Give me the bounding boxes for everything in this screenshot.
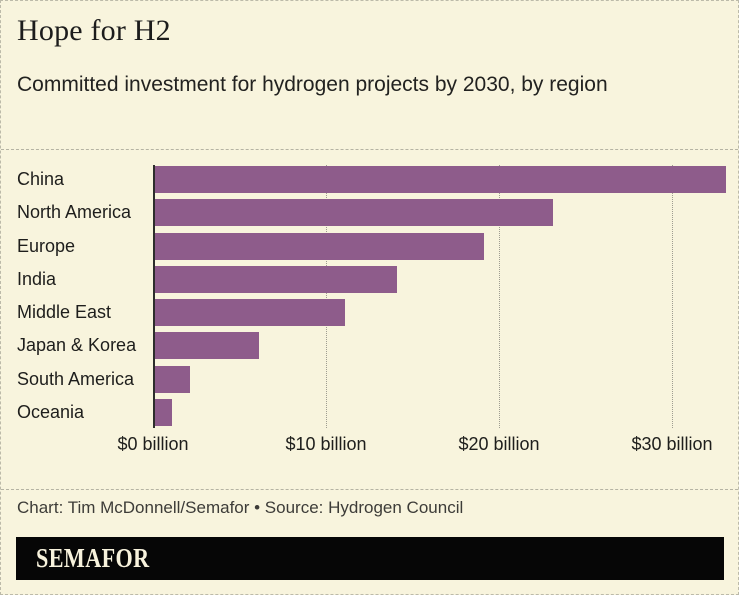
gridline bbox=[672, 165, 673, 428]
bar bbox=[155, 199, 553, 227]
category-label: Middle East bbox=[17, 302, 112, 323]
bar-track bbox=[153, 265, 726, 293]
bar bbox=[155, 232, 484, 260]
x-axis-label: $0 billion bbox=[117, 434, 189, 454]
gridline bbox=[326, 165, 327, 428]
x-axis-label: $30 billion bbox=[631, 434, 713, 454]
x-axis: $0 billion $10 billion $20 billion $30 bill… bbox=[1, 434, 738, 458]
category-label: North America bbox=[17, 202, 132, 223]
bar-row: Middle East bbox=[1, 299, 726, 327]
category-label: Europe bbox=[17, 235, 76, 256]
semafor-wordmark: SEMAFOR bbox=[36, 543, 150, 573]
category-label: China bbox=[17, 169, 65, 189]
bar-track bbox=[153, 332, 726, 360]
chart-subtitle: Committed investment for hydrogen projec… bbox=[17, 73, 608, 96]
x-axis-label: $20 billion bbox=[458, 434, 540, 454]
category-label: India bbox=[17, 268, 57, 289]
y-axis-line bbox=[153, 165, 155, 428]
footer-divider bbox=[1, 489, 738, 490]
bar-chart: China North America Europe India Middle … bbox=[1, 166, 726, 427]
bar-row: Japan & Korea bbox=[1, 332, 726, 360]
header-divider bbox=[1, 149, 738, 150]
chart-title: Hope for H2 bbox=[17, 14, 171, 47]
bar-row: South America bbox=[1, 365, 726, 393]
bar-row: India bbox=[1, 265, 726, 293]
bar-track bbox=[153, 399, 726, 427]
bar-row: Oceania bbox=[1, 399, 726, 427]
bar-row: Europe bbox=[1, 232, 726, 260]
bar-track bbox=[153, 232, 726, 260]
chart-credit: Chart: Tim McDonnell/Semafor • Source: H… bbox=[17, 498, 464, 517]
semafor-logo-bar: SEMAFOR bbox=[16, 537, 724, 580]
category-label: South America bbox=[17, 368, 135, 389]
plot-area bbox=[153, 165, 728, 428]
bar bbox=[155, 265, 398, 293]
bar bbox=[155, 365, 190, 393]
bar-track bbox=[153, 166, 726, 193]
bar-track bbox=[153, 299, 726, 327]
category-label: Oceania bbox=[17, 402, 85, 423]
bar-track bbox=[153, 365, 726, 393]
bar bbox=[155, 299, 346, 327]
bar-row: China bbox=[1, 166, 726, 193]
bar-row: North America bbox=[1, 199, 726, 227]
category-label: Japan & Korea bbox=[17, 335, 137, 356]
bar bbox=[155, 399, 173, 427]
x-axis-label: $10 billion bbox=[285, 434, 367, 454]
bar bbox=[155, 332, 259, 360]
bar-track bbox=[153, 199, 726, 227]
gridline bbox=[499, 165, 500, 428]
bar bbox=[155, 166, 726, 193]
